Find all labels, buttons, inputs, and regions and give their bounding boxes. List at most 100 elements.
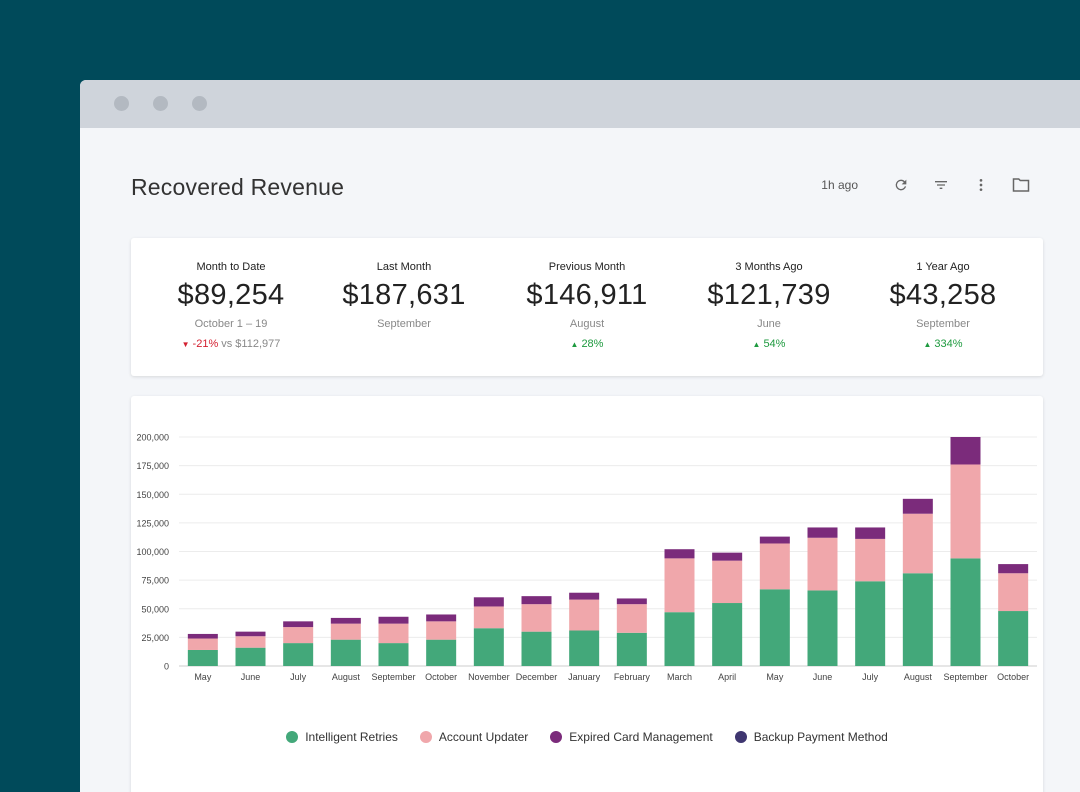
last-updated-text: 1h ago [821,178,858,192]
bar-segment [330,617,361,624]
stat-period: June [757,318,781,330]
change-percent: 28% [581,338,604,350]
stacked-bar-chart: 0 25,000 50,000 75,000 100,000 125,000 150,000… [136,433,1037,682]
legend-item[interactable]: Backup Payment Method [734,730,888,744]
bar-segment [330,623,361,640]
stat-label: Last Month [376,261,432,273]
bar-segment [998,611,1029,666]
bar-segment [902,573,933,666]
stat-value: $89,254 [177,279,285,311]
bar-segment [759,536,790,544]
legend-swatch [286,731,299,743]
window-close-dot[interactable] [114,96,129,111]
stat-period: September [916,318,970,330]
folder-icon[interactable] [1012,176,1030,194]
x-tick-label: April [718,672,736,682]
x-tick-label: December [516,672,558,682]
bar-segment [855,527,886,539]
change-compare: vs $112,977 [221,338,281,350]
bar-segment [235,636,266,648]
bar-segment [855,538,886,582]
more-vert-icon[interactable] [972,176,990,194]
change-percent: 334% [934,338,963,350]
stat-month-to-date: Month to Date $89,254 October 1 – 19 ▼ -… [140,238,322,350]
bar-segment [283,621,314,628]
legend-swatch [550,731,563,743]
bar-segment [378,616,409,624]
bar-segment [807,537,838,591]
legend-swatch [734,731,747,743]
bar-segment [712,552,743,561]
x-tick-label: September [371,672,415,682]
y-tick-label: 75,000 [141,576,169,586]
stat-value: $121,739 [707,279,831,311]
stat-label: 1 Year Ago [916,261,970,273]
caret-up-icon: ▲ [752,339,761,349]
bar-segment [616,632,647,666]
bar-segment [378,643,409,666]
stat-change: ▲ 334% [852,338,1034,350]
bar-segment [426,639,457,666]
bar-segment [664,612,695,666]
bar-segment [902,513,933,574]
x-tick-label: February [614,672,651,682]
window-minimize-dot[interactable] [153,96,168,111]
bar-segment [521,604,552,632]
stat-1-year-ago: 1 Year Ago $43,258 September ▲ 334% [852,238,1034,350]
bar-segment [950,437,981,465]
bar-segment [759,589,790,666]
x-tick-label: March [667,672,692,682]
x-tick-label: June [241,672,261,682]
y-tick-label: 0 [164,662,169,672]
window-maximize-dot[interactable] [192,96,207,111]
legend-label: Backup Payment Method [753,730,888,744]
x-tick-label: May [194,672,212,682]
bar-segment [807,527,838,538]
bar-segment [998,564,1029,574]
x-tick-label: November [468,672,510,682]
bar-segment [902,498,933,514]
x-tick-label: September [943,672,987,682]
chart-legend: Intelligent Retries Account Updater Expire… [131,730,1043,744]
window-titlebar [80,80,1080,128]
legend-item[interactable]: Expired Card Management [550,730,713,744]
stat-period: August [569,318,605,330]
bar-segment [378,623,409,644]
filter-icon[interactable] [932,176,950,194]
chart-card: 0 25,000 50,000 75,000 100,000 125,000 150,000… [131,396,1043,792]
bar-segment [283,643,314,666]
bar-segment [187,649,218,666]
stat-label: 3 Months Ago [735,261,803,273]
stat-change: ▲ 54% [678,338,860,350]
refresh-icon[interactable] [892,176,910,194]
x-tick-label: October [425,672,457,682]
y-tick-label: 50,000 [141,604,169,614]
x-tick-label: July [862,672,879,682]
y-tick-label: 175,000 [136,461,169,471]
x-tick-label: May [766,672,784,682]
bar-segment [569,599,600,631]
y-tick-label: 200,000 [136,433,169,443]
stat-label: Month to Date [196,261,266,273]
bar-segment [950,464,981,559]
bar-segment [807,590,838,666]
bar-segment [187,633,218,639]
bar-segment [664,549,695,559]
legend-label: Intelligent Retries [305,730,398,744]
legend-item[interactable]: Account Updater [419,730,528,744]
page-title: Recovered Revenue [131,174,345,200]
y-tick-label: 100,000 [136,547,169,557]
stats-summary-card: Month to Date $89,254 October 1 – 19 ▼ -… [131,238,1043,376]
bar-segment [235,647,266,666]
stat-previous-month: Previous Month $146,911 August ▲ 28% [496,238,678,350]
legend-item[interactable]: Intelligent Retries [286,730,398,744]
legend-swatch [419,731,432,743]
x-tick-label: August [904,672,933,682]
stat-value: $146,911 [526,279,648,311]
browser-window: Recovered Revenue 1h ago Month to Date $… [80,80,1080,792]
stat-change: ▼ -21% vs $112,977 [140,338,322,350]
bar-segment [712,603,743,666]
stat-label: Previous Month [548,261,626,273]
stat-3-months-ago: 3 Months Ago $121,739 June ▲ 54% [678,238,860,350]
bar-segment [283,627,314,644]
